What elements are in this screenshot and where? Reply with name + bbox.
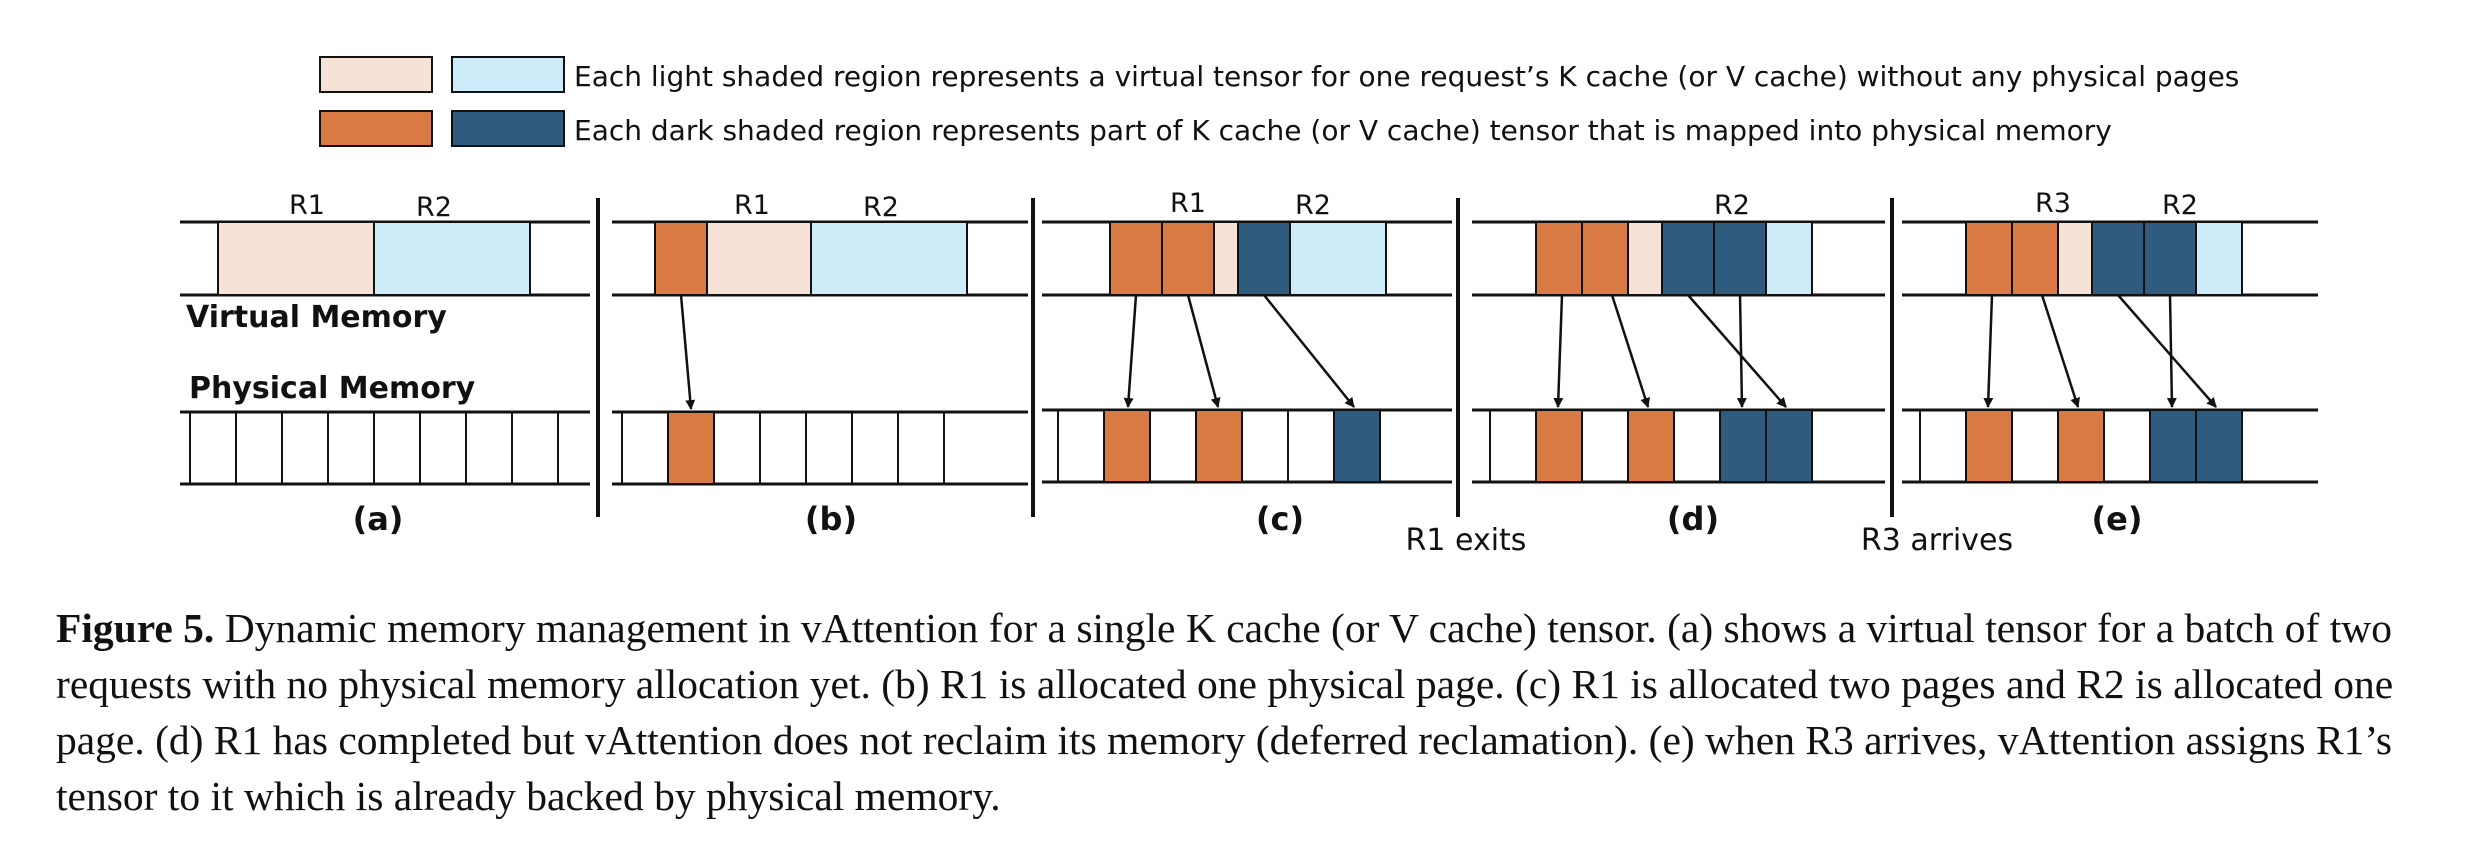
panel-label-b: (b) <box>805 500 857 538</box>
r2-mapped-page <box>1237 221 1291 296</box>
legend-dark-text: Each dark shaded region represents part … <box>574 114 2112 147</box>
mapping-arrow <box>679 294 696 410</box>
physical-page-r2 <box>2149 409 2197 483</box>
physical-page-r1 <box>1627 409 1675 483</box>
mapping-arrow <box>2166 294 2177 408</box>
r1-label: R1 <box>734 190 770 221</box>
r1-retained-remainder <box>1627 221 1663 296</box>
panel-b: R1 R2 (b) <box>612 190 1028 538</box>
physical-page-r1 <box>1103 409 1151 483</box>
mapping-arrow <box>1553 294 1564 408</box>
r2-mapped-page <box>2143 221 2197 296</box>
mapping-arrow <box>1687 294 1787 408</box>
r2-mapped-page <box>1713 221 1767 296</box>
r1-retained-page <box>1535 221 1583 296</box>
r1-virtual-remainder <box>1213 221 1239 296</box>
r2-label: R2 <box>863 192 899 223</box>
panel-c: R1 R2 (c) R1 exits <box>1042 188 1526 558</box>
r1-mapped-page <box>1109 221 1163 296</box>
panel-label-e: (e) <box>2092 500 2143 538</box>
physical-page-r1 <box>1535 409 1583 483</box>
caption-text: Dynamic memory management in vAttention … <box>56 605 2394 819</box>
r2-virtual-remainder <box>2195 221 2243 296</box>
panel-e: R3 R2 (e) <box>1902 188 2318 538</box>
physical-memory-label: Physical Memory <box>189 371 476 406</box>
mapping-arrow <box>1263 294 1355 408</box>
legend: Each light shaded region represents a vi… <box>319 56 2239 147</box>
legend-swatch-light-blue <box>451 56 565 93</box>
r3-mapped-page <box>2011 221 2059 296</box>
virtual-memory-label: Virtual Memory <box>186 300 447 335</box>
panel-d: R2 (d) R3 arrives <box>1472 190 2013 558</box>
r1-mapped-page <box>654 221 708 296</box>
figure-caption: Figure 5. Dynamic memory management in v… <box>56 600 2446 824</box>
r2-label: R2 <box>1295 190 1331 221</box>
r1-virtual-tensor <box>706 221 812 296</box>
physical-page-r2 <box>1719 409 1767 483</box>
panel-label-c: (c) <box>1256 500 1304 538</box>
panel-label-d: (d) <box>1667 500 1719 538</box>
r1-label: R1 <box>289 190 325 221</box>
mapping-arrow <box>1983 294 1994 408</box>
mapping-arrow <box>2117 294 2217 408</box>
r3-arrives-label: R3 arrives <box>1861 523 2013 558</box>
mapping-arrow <box>1736 294 1747 408</box>
panel-label-a: (a) <box>353 500 404 538</box>
r1-exits-label: R1 exits <box>1406 523 1527 558</box>
physical-page-r3 <box>1965 409 2013 483</box>
r2-label: R2 <box>2162 190 2198 221</box>
physical-page-r2 <box>2195 409 2243 483</box>
mapping-arrow <box>2040 294 2081 408</box>
physical-page-r1 <box>1195 409 1243 483</box>
r1-mapped-page <box>1161 221 1215 296</box>
physical-page-r2 <box>1333 409 1381 483</box>
physical-page-r2 <box>1765 409 1813 483</box>
r2-mapped-page <box>2091 221 2145 296</box>
figure-label: Figure 5. <box>56 605 215 651</box>
physical-page-r3 <box>2057 409 2105 483</box>
r3-label: R3 <box>2035 188 2071 219</box>
legend-swatch-light-orange <box>319 56 433 93</box>
r3-mapped-page <box>1965 221 2013 296</box>
legend-light-text: Each light shaded region represents a vi… <box>574 60 2239 93</box>
mapping-arrow <box>1186 294 1221 408</box>
r1-retained-page <box>1581 221 1629 296</box>
legend-swatch-dark-blue <box>451 110 565 147</box>
r2-virtual-remainder <box>1289 221 1387 296</box>
r1-label: R1 <box>1170 188 1206 219</box>
r2-label: R2 <box>1714 190 1750 221</box>
r2-virtual-tensor <box>373 221 531 296</box>
physical-page-r1 <box>667 411 715 485</box>
panel-separators <box>596 198 1894 517</box>
r2-virtual-remainder <box>1765 221 1813 296</box>
r2-virtual-tensor <box>810 221 968 296</box>
memory-diagram: Each light shaded region represents a vi… <box>180 56 2318 558</box>
panel-a: R1 R2 Virtual Memory Physical Memory (a) <box>180 190 590 538</box>
mapping-arrow <box>1123 294 1138 408</box>
mapping-arrow <box>1610 294 1651 408</box>
r1-virtual-tensor <box>217 221 375 296</box>
r3-virtual-remainder <box>2057 221 2093 296</box>
legend-swatch-dark-orange <box>319 110 433 147</box>
r2-mapped-page <box>1661 221 1715 296</box>
r2-label: R2 <box>416 192 452 223</box>
